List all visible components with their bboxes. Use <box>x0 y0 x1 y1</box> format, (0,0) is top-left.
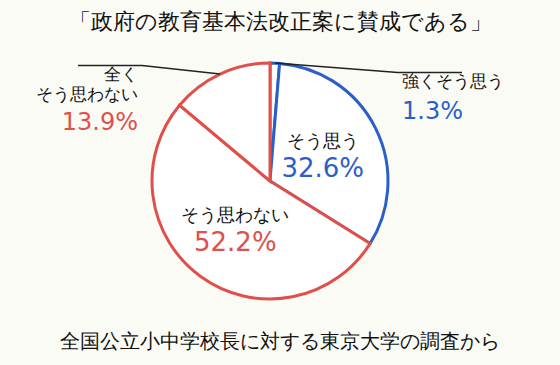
svg-text:そう思わない: そう思わない <box>181 204 289 225</box>
svg-text:そう思う: そう思う <box>287 130 359 151</box>
svg-text:32.6%: 32.6% <box>281 153 364 183</box>
svg-text:13.9%: 13.9% <box>62 108 138 136</box>
svg-text:そう思わない: そう思わない <box>36 84 138 104</box>
svg-text:52.2%: 52.2% <box>194 227 277 257</box>
html-text:「政府の教育基本法改正案に賛成である」: 「政府の教育基本法改正案に賛成である」 <box>68 9 492 34</box>
svg-text:1.3%: 1.3% <box>402 97 463 125</box>
svg-text:強くそう思う: 強くそう思う <box>402 71 504 91</box>
html-text:全国公立小中学校長に対する東京大学の調査から: 全国公立小中学校長に対する東京大学の調査から <box>60 329 500 353</box>
svg-text:全く: 全く <box>104 64 138 84</box>
